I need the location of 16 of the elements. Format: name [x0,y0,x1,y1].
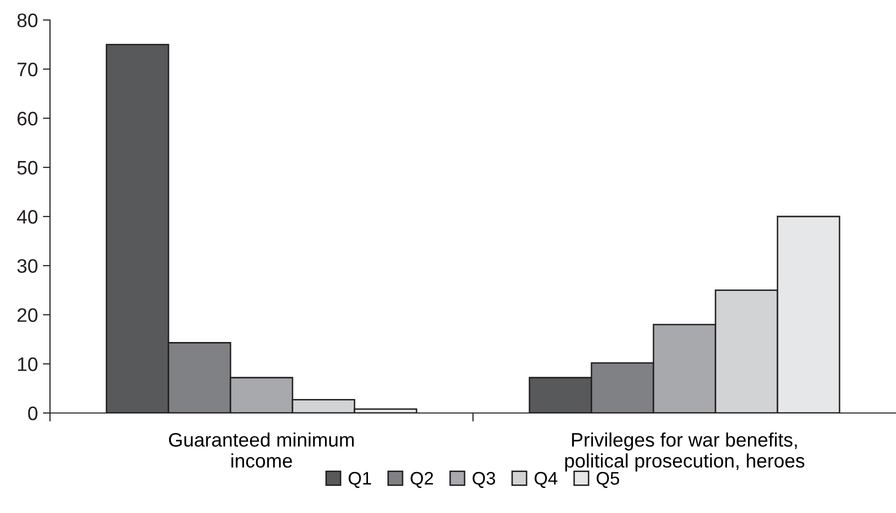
y-tick-label: 80 [17,13,38,28]
y-tick-label: 10 [18,357,38,372]
legend-label: Q5 [596,472,620,488]
x-tick-label: Guaranteed minimum income [169,432,354,468]
x-tick-label: Privileges for war benefits, political prosecution, heroes [565,432,804,472]
legend-label: Q4 [534,472,558,488]
legend-label: Q2 [410,472,433,488]
y-tick-label: 60 [18,112,38,126]
y-tick-label: 20 [18,308,38,322]
legend-label: Q3 [472,472,496,488]
y-tick-label: 0 [28,406,38,420]
y-tick-label: 30 [17,259,38,273]
y-tick-label: 50 [17,160,38,175]
y-tick-label: 70 [18,62,38,76]
legend-label: Q1 [348,472,371,488]
y-tick-label: 40 [17,210,38,224]
